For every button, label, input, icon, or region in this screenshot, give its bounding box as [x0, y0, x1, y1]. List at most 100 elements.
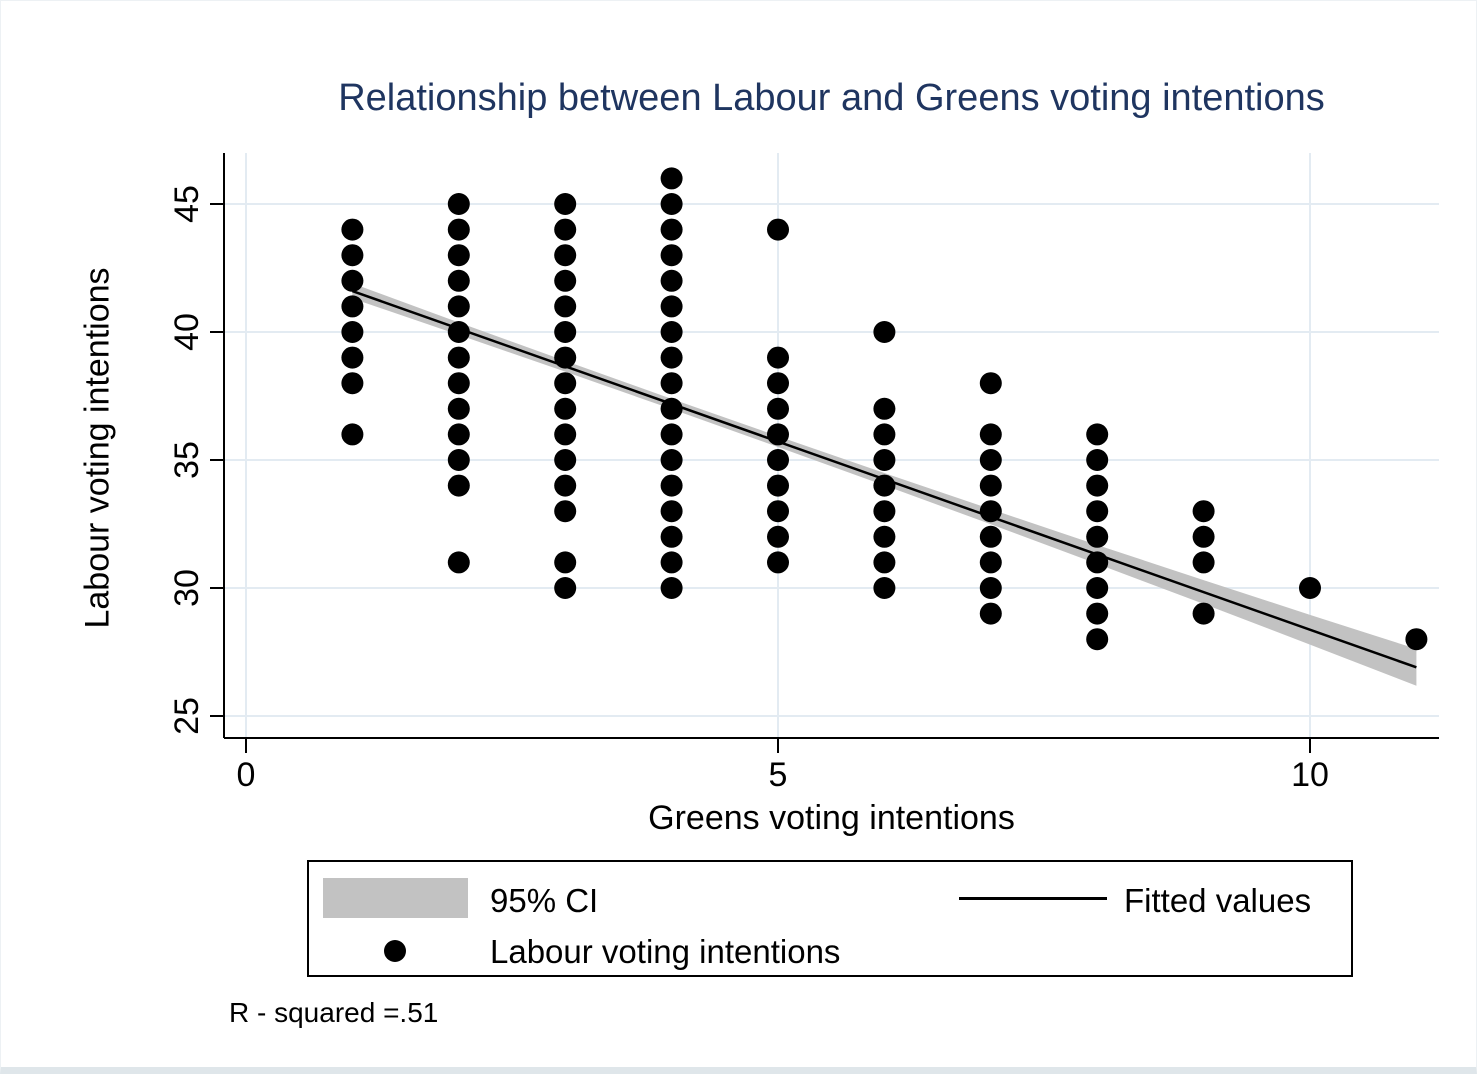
scatter-dot: [767, 346, 789, 369]
x-tick-label: 0: [237, 756, 256, 794]
scatter-dot: [1086, 577, 1109, 599]
scatter-dot: [979, 525, 1002, 548]
scatter-dot: [979, 372, 1002, 395]
fitted-line-swatch: [959, 897, 1107, 900]
scatter-dot: [554, 474, 577, 497]
scatter-dot: [447, 295, 470, 318]
r-squared-note: R - squared =.51: [229, 997, 439, 1028]
y-axis-title: Labour voting intentions: [78, 267, 117, 629]
scatter-dot: [1086, 628, 1109, 651]
scatter-dot: [873, 474, 896, 497]
scatter-dot: [660, 218, 683, 241]
scatter-dot: [873, 449, 896, 471]
scatter-dot: [660, 397, 683, 420]
scatter-dot: [660, 167, 683, 190]
scatter-dot: [554, 500, 577, 523]
scatter-dot: [1192, 525, 1215, 548]
scatter-dot: [1192, 500, 1215, 523]
scatter-dot: [554, 244, 577, 267]
scatter-dot: [873, 525, 896, 548]
scatter-dot: [1086, 500, 1109, 523]
scatter-dot: [554, 397, 577, 420]
scatter-dot: [873, 500, 896, 523]
scatter-dot: [1086, 525, 1109, 548]
scatter-dot: [660, 321, 683, 343]
scatter-dot: [447, 244, 470, 267]
scatter-dot: [554, 193, 577, 215]
scatter-dot: [767, 474, 789, 497]
scatter-dot-swatch: [384, 940, 406, 962]
scatter-dot: [447, 346, 470, 369]
scatter-dot: [447, 372, 470, 395]
y-tick-label: 30: [168, 569, 206, 607]
scatter-dot: [554, 346, 577, 369]
scatter-dot: [660, 346, 683, 369]
scatter-dot: [979, 602, 1002, 625]
scatter-dot: [447, 551, 470, 574]
scatter-dot: [660, 577, 683, 599]
scatter-dot: [447, 449, 470, 471]
x-tick-label: 10: [1291, 756, 1329, 794]
scatter-dot: [341, 244, 364, 267]
scatter-dot: [447, 321, 470, 343]
scatter-dot: [660, 500, 683, 523]
scatter-dot: [1192, 551, 1215, 574]
scatter-dot: [1086, 474, 1109, 497]
gridlines: [224, 153, 1439, 738]
scatter-dot: [447, 218, 470, 241]
scatter-dot: [660, 295, 683, 318]
tick-marks: [210, 203, 1311, 753]
scatter-dot: [1192, 602, 1215, 625]
scatter-dots: [341, 167, 1428, 651]
x-tick-label: 5: [769, 756, 788, 794]
scatter-dot: [1086, 449, 1109, 471]
scatter-dot: [660, 551, 683, 574]
tick-labels: 25 30 35 40 45 0 5 10: [168, 185, 1329, 794]
scatter-dot: [979, 474, 1002, 497]
scatter-dot: [1086, 551, 1109, 574]
scatter-dot: [1086, 602, 1109, 625]
scatter-dot: [660, 244, 683, 267]
ci-band-swatch: [323, 878, 468, 918]
scatter-dot: [873, 397, 896, 420]
scatter-dot: [554, 321, 577, 343]
scatter-dot: [873, 577, 896, 599]
scatter-dot: [979, 500, 1002, 523]
scatter-dot: [447, 269, 470, 292]
scatter-dot: [660, 269, 683, 292]
scatter-dot: [660, 525, 683, 548]
scatter-dot: [767, 500, 789, 523]
scatter-dot: [767, 423, 789, 446]
scatter-dot: [979, 551, 1002, 574]
scatter-dot: [1086, 423, 1109, 446]
scatter-dot: [873, 551, 896, 574]
scatter-dot: [341, 295, 364, 318]
scatter-dot: [767, 551, 789, 574]
scatter-dot: [1299, 577, 1321, 599]
scatter-dot: [767, 372, 789, 395]
scatter-dot: [554, 372, 577, 395]
scatter-dot: [873, 423, 896, 446]
scatter-dot: [660, 423, 683, 446]
scatter-dot: [767, 218, 789, 241]
y-tick-label: 25: [168, 697, 206, 735]
scatter-dot: [979, 577, 1002, 599]
scatter-dot: [341, 372, 364, 395]
scatter-dot: [660, 372, 683, 395]
scatter-dot: [767, 525, 789, 548]
y-tick-label: 45: [168, 185, 206, 223]
scatter-dot: [660, 474, 683, 497]
fitted-legend-label: Fitted values: [1124, 882, 1312, 919]
scatter-dot: [447, 193, 470, 215]
scatter-dot: [341, 218, 364, 241]
scatter-dot: [554, 218, 577, 241]
legend: 95% CI Fitted values Labour voting inten…: [307, 860, 1353, 977]
y-tick-label: 40: [168, 313, 206, 351]
chart-title: Relationship between Labour and Greens v…: [338, 77, 1325, 119]
scatter-dot: [447, 474, 470, 497]
scatter-dot: [554, 295, 577, 318]
scatter-legend-label: Labour voting intentions: [490, 933, 841, 970]
scatter-dot: [873, 321, 896, 343]
scatter-dot: [341, 346, 364, 369]
